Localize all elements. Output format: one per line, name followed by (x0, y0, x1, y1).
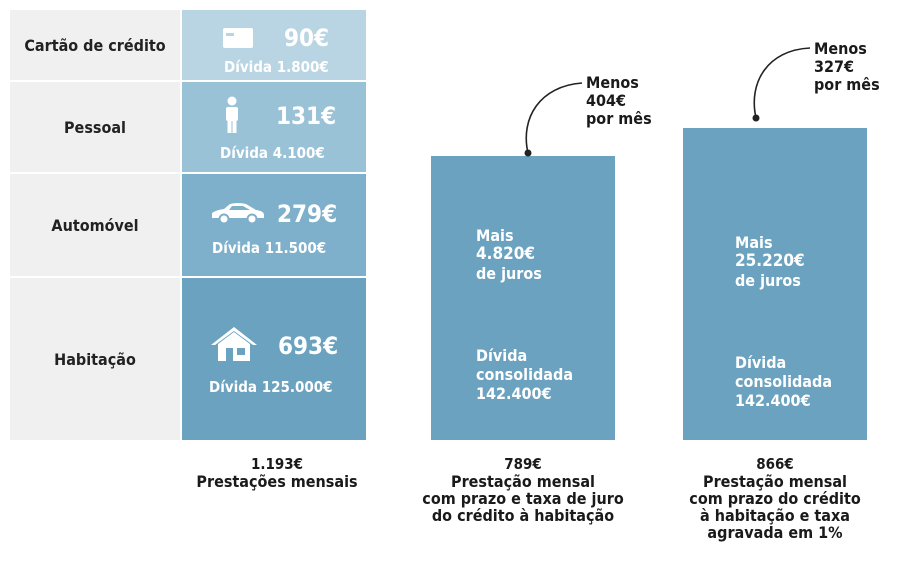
row-divider (10, 172, 180, 174)
saving-leader-line (753, 47, 811, 119)
extra-interest-label: Mais 4.820€ de juros (476, 225, 542, 283)
debt-cell-automobile: 279€ Dívida 11.500€ (182, 174, 366, 276)
total-value: 866€ (756, 455, 794, 473)
saving-leader-dot (524, 149, 532, 157)
row-divider (10, 276, 180, 278)
row-label-housing: Habitação (54, 349, 136, 369)
saving-annotation-2: Menos 327€ por mês (814, 39, 880, 94)
total-caption-mortgage-rate: 789€ Prestação mensal com prazo e taxa d… (403, 455, 643, 525)
saving-annotation-1: Menos 404€ por mês (586, 73, 652, 128)
row-label-credit-card: Cartão de crédito (24, 35, 166, 55)
debt-cell-personal: 131€ Dívida 4.100€ (182, 82, 366, 172)
debt-value: Dívida 1.800€ (224, 58, 329, 76)
debt-cell-credit-card: 90€ Dívida 1.800€ (182, 10, 366, 80)
total-value: 789€ (504, 455, 542, 473)
debt-value: Dívida 125.000€ (209, 378, 333, 396)
monthly-payment-value: 279€ (277, 200, 338, 228)
consolidated-bar-increased-rate: Mais 25.220€ de juros Dívida consolidada… (683, 127, 867, 440)
row-label-automobile: Automóvel (51, 215, 139, 235)
monthly-payment-value: 131€ (276, 102, 337, 130)
consolidated-bar-mortgage-rate: Mais 4.820€ de juros Dívida consolidada … (431, 155, 615, 440)
debt-value: Dívida 11.500€ (212, 239, 327, 257)
row-divider (10, 80, 180, 82)
car-icon (212, 203, 264, 224)
house-icon (211, 327, 257, 361)
credit-card-icon (223, 28, 253, 48)
consolidated-debt-label: Dívida consolidada 142.400€ (735, 352, 833, 410)
person-icon (226, 96, 238, 133)
consolidated-debt-label: Dívida consolidada 142.400€ (476, 345, 574, 403)
saving-leader-line (525, 82, 583, 154)
monthly-payment-value: 90€ (284, 24, 330, 52)
total-caption-increased-rate: 866€ Prestação mensal com prazo do crédi… (660, 455, 890, 542)
debt-value: Dívida 4.100€ (220, 144, 325, 162)
monthly-payment-value: 693€ (278, 332, 339, 360)
row-label-personal: Pessoal (64, 117, 126, 137)
saving-leader-dot (752, 114, 760, 122)
total-caption-current: 1.193€ Prestações mensais (182, 455, 372, 491)
debt-cell-housing: 693€ Dívida 125.000€ (182, 278, 366, 440)
total-value: 1.193€ (250, 455, 304, 473)
extra-interest-label: Mais 25.220€ de juros (735, 232, 805, 290)
